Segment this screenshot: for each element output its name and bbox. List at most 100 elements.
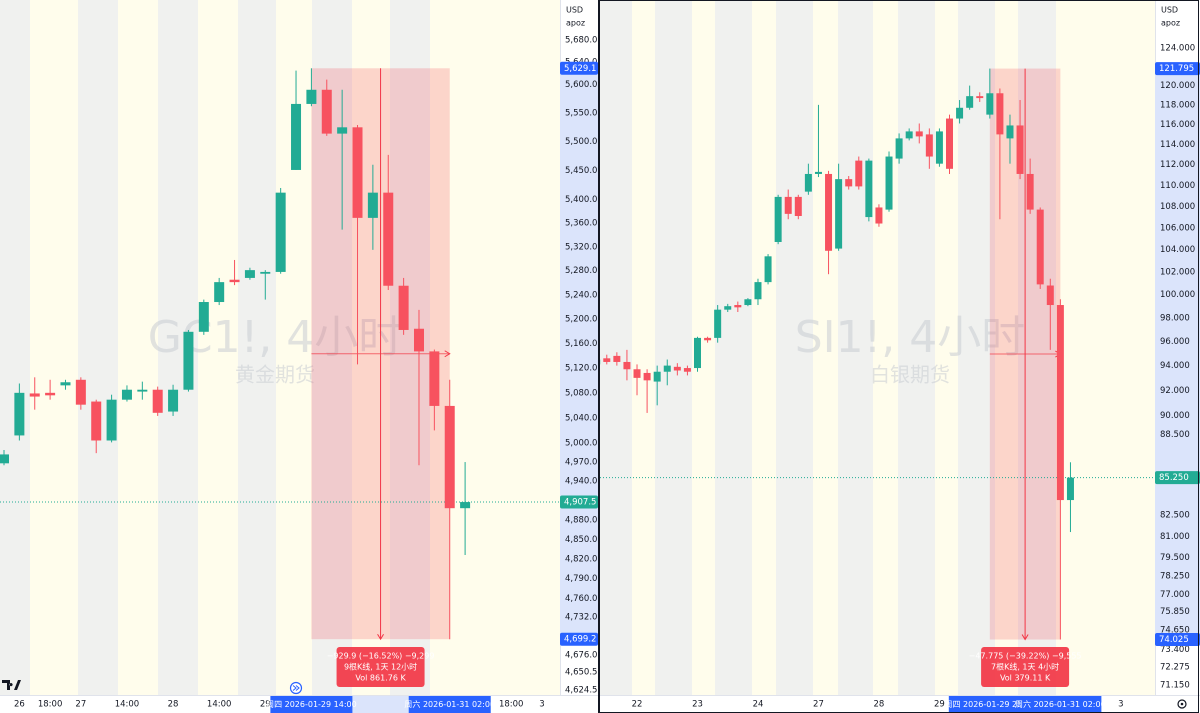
candle-body [352, 127, 363, 218]
candle-body [60, 382, 71, 386]
candle-body [321, 89, 332, 134]
candle-body [1046, 285, 1054, 306]
time-range-label: 周六 2026-01-31 02:00 [1015, 699, 1106, 709]
y-tick-label: 116.000 [1160, 120, 1195, 130]
y-tick-label: 112.000 [1160, 160, 1195, 170]
price-badge-label: 4,907.5 [564, 498, 596, 508]
candle-body [764, 256, 772, 283]
y-tick-label: 88.500 [1160, 430, 1190, 440]
candle-body [835, 179, 843, 249]
y-tick-label: 4,820.0 [565, 554, 597, 564]
y-tick-label: 5,160.0 [565, 339, 597, 349]
candle-body [694, 337, 701, 369]
y-tick-label: 5,240.0 [565, 290, 597, 300]
price-badge [560, 61, 598, 75]
settings-icon-center [1180, 702, 1184, 706]
session-band [776, 0, 813, 695]
candle-body [804, 173, 812, 192]
price-axis-range [1155, 68, 1200, 640]
candle-body [337, 127, 348, 134]
y-tick-label: 124.000 [1160, 43, 1195, 53]
candle-body [915, 131, 923, 137]
time-range-label: 周四 2026-01-29 22:00 [944, 700, 1035, 709]
candle-body [663, 365, 671, 372]
measure-label: 7根K线, 1天 4小时 [991, 662, 1059, 672]
y-tick-label: 5,400.0 [565, 195, 597, 205]
candle-body [845, 179, 853, 187]
y-tick-label: 78.250 [1160, 571, 1190, 581]
unit-label: apoz [566, 19, 585, 28]
y-tick-label: 4,880.0 [565, 515, 597, 525]
candle-body [45, 392, 56, 396]
candle-body [1056, 305, 1064, 501]
candle-body [1016, 125, 1024, 174]
price-badge-label: 4,699.2 [564, 635, 596, 645]
y-tick-label: 5,360.0 [565, 219, 597, 229]
x-tick-label: 27 [75, 700, 86, 710]
y-tick-label: 82.500 [1160, 511, 1190, 521]
y-tick-label: 72.275 [1160, 662, 1190, 672]
x-tick-label: 28 [168, 700, 179, 710]
x-tick-label: 18:00 [38, 700, 63, 710]
candle-body [613, 355, 621, 362]
y-tick-label: 5,120.0 [565, 364, 597, 374]
session-band [958, 0, 995, 695]
y-tick-label: 4,940.0 [565, 477, 597, 487]
candle-body [673, 366, 681, 371]
price-badge [560, 495, 598, 509]
candle-body [413, 328, 424, 352]
candle-body [825, 173, 833, 251]
currency-label: USD [1161, 6, 1178, 15]
candle-body [1006, 125, 1014, 139]
y-tick-label: 4,676.0 [565, 650, 597, 660]
candle-body [291, 103, 302, 170]
time-range-label: 周四 2026-01-29 14:00 [266, 700, 357, 709]
unit-label: apoz [1161, 19, 1180, 28]
y-tick-label: 5,040.0 [565, 413, 597, 423]
measure-arrow-head [377, 633, 384, 641]
y-tick-label: 118.000 [1160, 100, 1195, 110]
y-tick-label: 120.000 [1160, 81, 1195, 91]
measure-mid-arrow [444, 350, 451, 358]
measure-label: Vol 379.11 K [1000, 674, 1051, 683]
y-tick-label: 5,080.0 [565, 388, 597, 398]
watermark-description: 黄金期货 [235, 363, 315, 387]
measure-label: Vol 861.76 K [355, 674, 406, 683]
candle-body [683, 368, 691, 372]
candle-body [774, 196, 782, 242]
candle-body [1066, 477, 1074, 501]
y-tick-label: 106.000 [1160, 223, 1195, 233]
candle-body [784, 196, 792, 214]
y-tick-label: 4,732.0 [565, 613, 597, 623]
y-tick-label: 5,550.0 [565, 109, 597, 119]
measure-label-box [336, 647, 425, 687]
candle-body [91, 401, 102, 441]
x-tick-label: 29 [260, 700, 271, 710]
candle-body [643, 372, 651, 381]
candle-body [996, 93, 1004, 135]
price-badge-label: 5,629.1 [564, 64, 596, 74]
y-tick-label: 102.000 [1160, 267, 1195, 277]
x-tick-label: 3 [539, 700, 544, 710]
y-tick-label: 5,280.0 [565, 266, 597, 276]
candle-body [956, 107, 964, 119]
candle-body [244, 270, 255, 278]
price-badge [1155, 633, 1200, 647]
session-band [898, 0, 935, 695]
y-tick-label: 5,600.0 [565, 80, 597, 90]
time-range-label: 周六 2026-01-31 02:00 [404, 699, 495, 709]
y-tick-label: 73.400 [1160, 645, 1190, 655]
session-band [1018, 0, 1056, 695]
candle-body [1026, 173, 1034, 210]
currency-label: USD [566, 6, 583, 15]
candle-body [704, 337, 712, 341]
x-tick-label: 23 [692, 700, 703, 710]
x-tick-label: 24 [753, 700, 764, 710]
candle-body [229, 279, 240, 283]
candle-body [168, 389, 179, 412]
candle-body [198, 302, 209, 332]
candle-body [885, 156, 893, 210]
y-tick-label: 4,650.5 [565, 668, 597, 678]
x-tick-label: 14:00 [115, 700, 140, 710]
y-tick-label: 5,000.0 [565, 439, 597, 449]
